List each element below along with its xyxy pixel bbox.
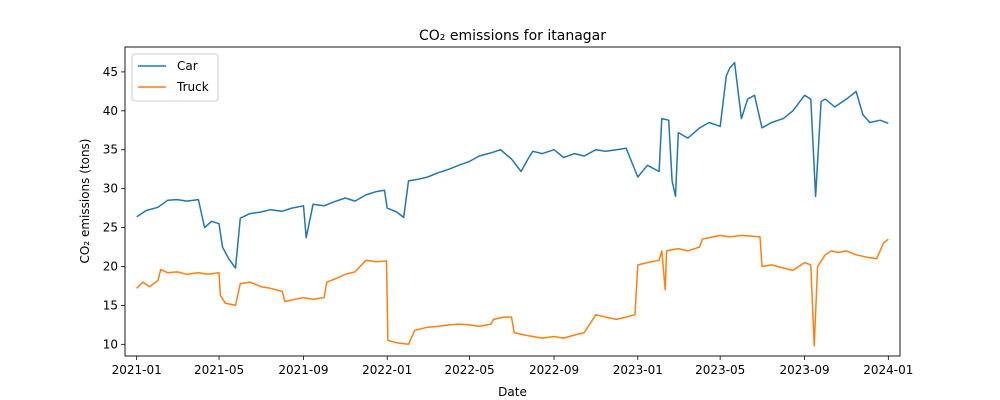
- y-tick-label: 10: [103, 337, 118, 351]
- y-axis: 10 15 20 25 30 35 40 45: [103, 65, 125, 351]
- x-tick-label: 2023-09: [780, 363, 830, 377]
- y-tick-label: 30: [103, 182, 118, 196]
- legend: Car Truck: [131, 53, 219, 102]
- y-tick-label: 45: [103, 65, 118, 79]
- y-axis-label: CO₂ emissions (tons): [78, 139, 92, 264]
- y-tick-label: 25: [103, 221, 118, 235]
- x-tick-label: 2021-05: [194, 363, 244, 377]
- x-tick-label: 2022-09: [529, 363, 579, 377]
- y-tick-label: 20: [103, 259, 118, 273]
- x-tick-label: 2024-01: [863, 363, 913, 377]
- y-tick-label: 15: [103, 298, 118, 312]
- y-tick-label: 35: [103, 143, 118, 157]
- series-line-truck: [136, 234, 889, 347]
- x-tick-label: 2023-05: [695, 363, 745, 377]
- x-tick-label: 2022-01: [362, 363, 412, 377]
- x-axis-label: Date: [498, 385, 527, 399]
- legend-label-truck: Truck: [176, 80, 209, 94]
- x-tick-label: 2022-05: [445, 363, 495, 377]
- plot-area: [136, 61, 889, 347]
- x-tick-label: 2021-09: [278, 363, 328, 377]
- chart-title: CO₂ emissions for itanagar: [419, 28, 606, 44]
- y-tick-label: 40: [103, 104, 118, 118]
- x-tick-label: 2021-01: [112, 363, 162, 377]
- x-tick-label: 2023-01: [613, 363, 663, 377]
- series-line-car: [136, 61, 889, 269]
- x-axis: 2021-01 2021-05 2021-09 2022-01 2022-05 2022-…: [112, 356, 913, 377]
- axes-frame: [124, 46, 901, 357]
- legend-label-car: Car: [177, 59, 198, 73]
